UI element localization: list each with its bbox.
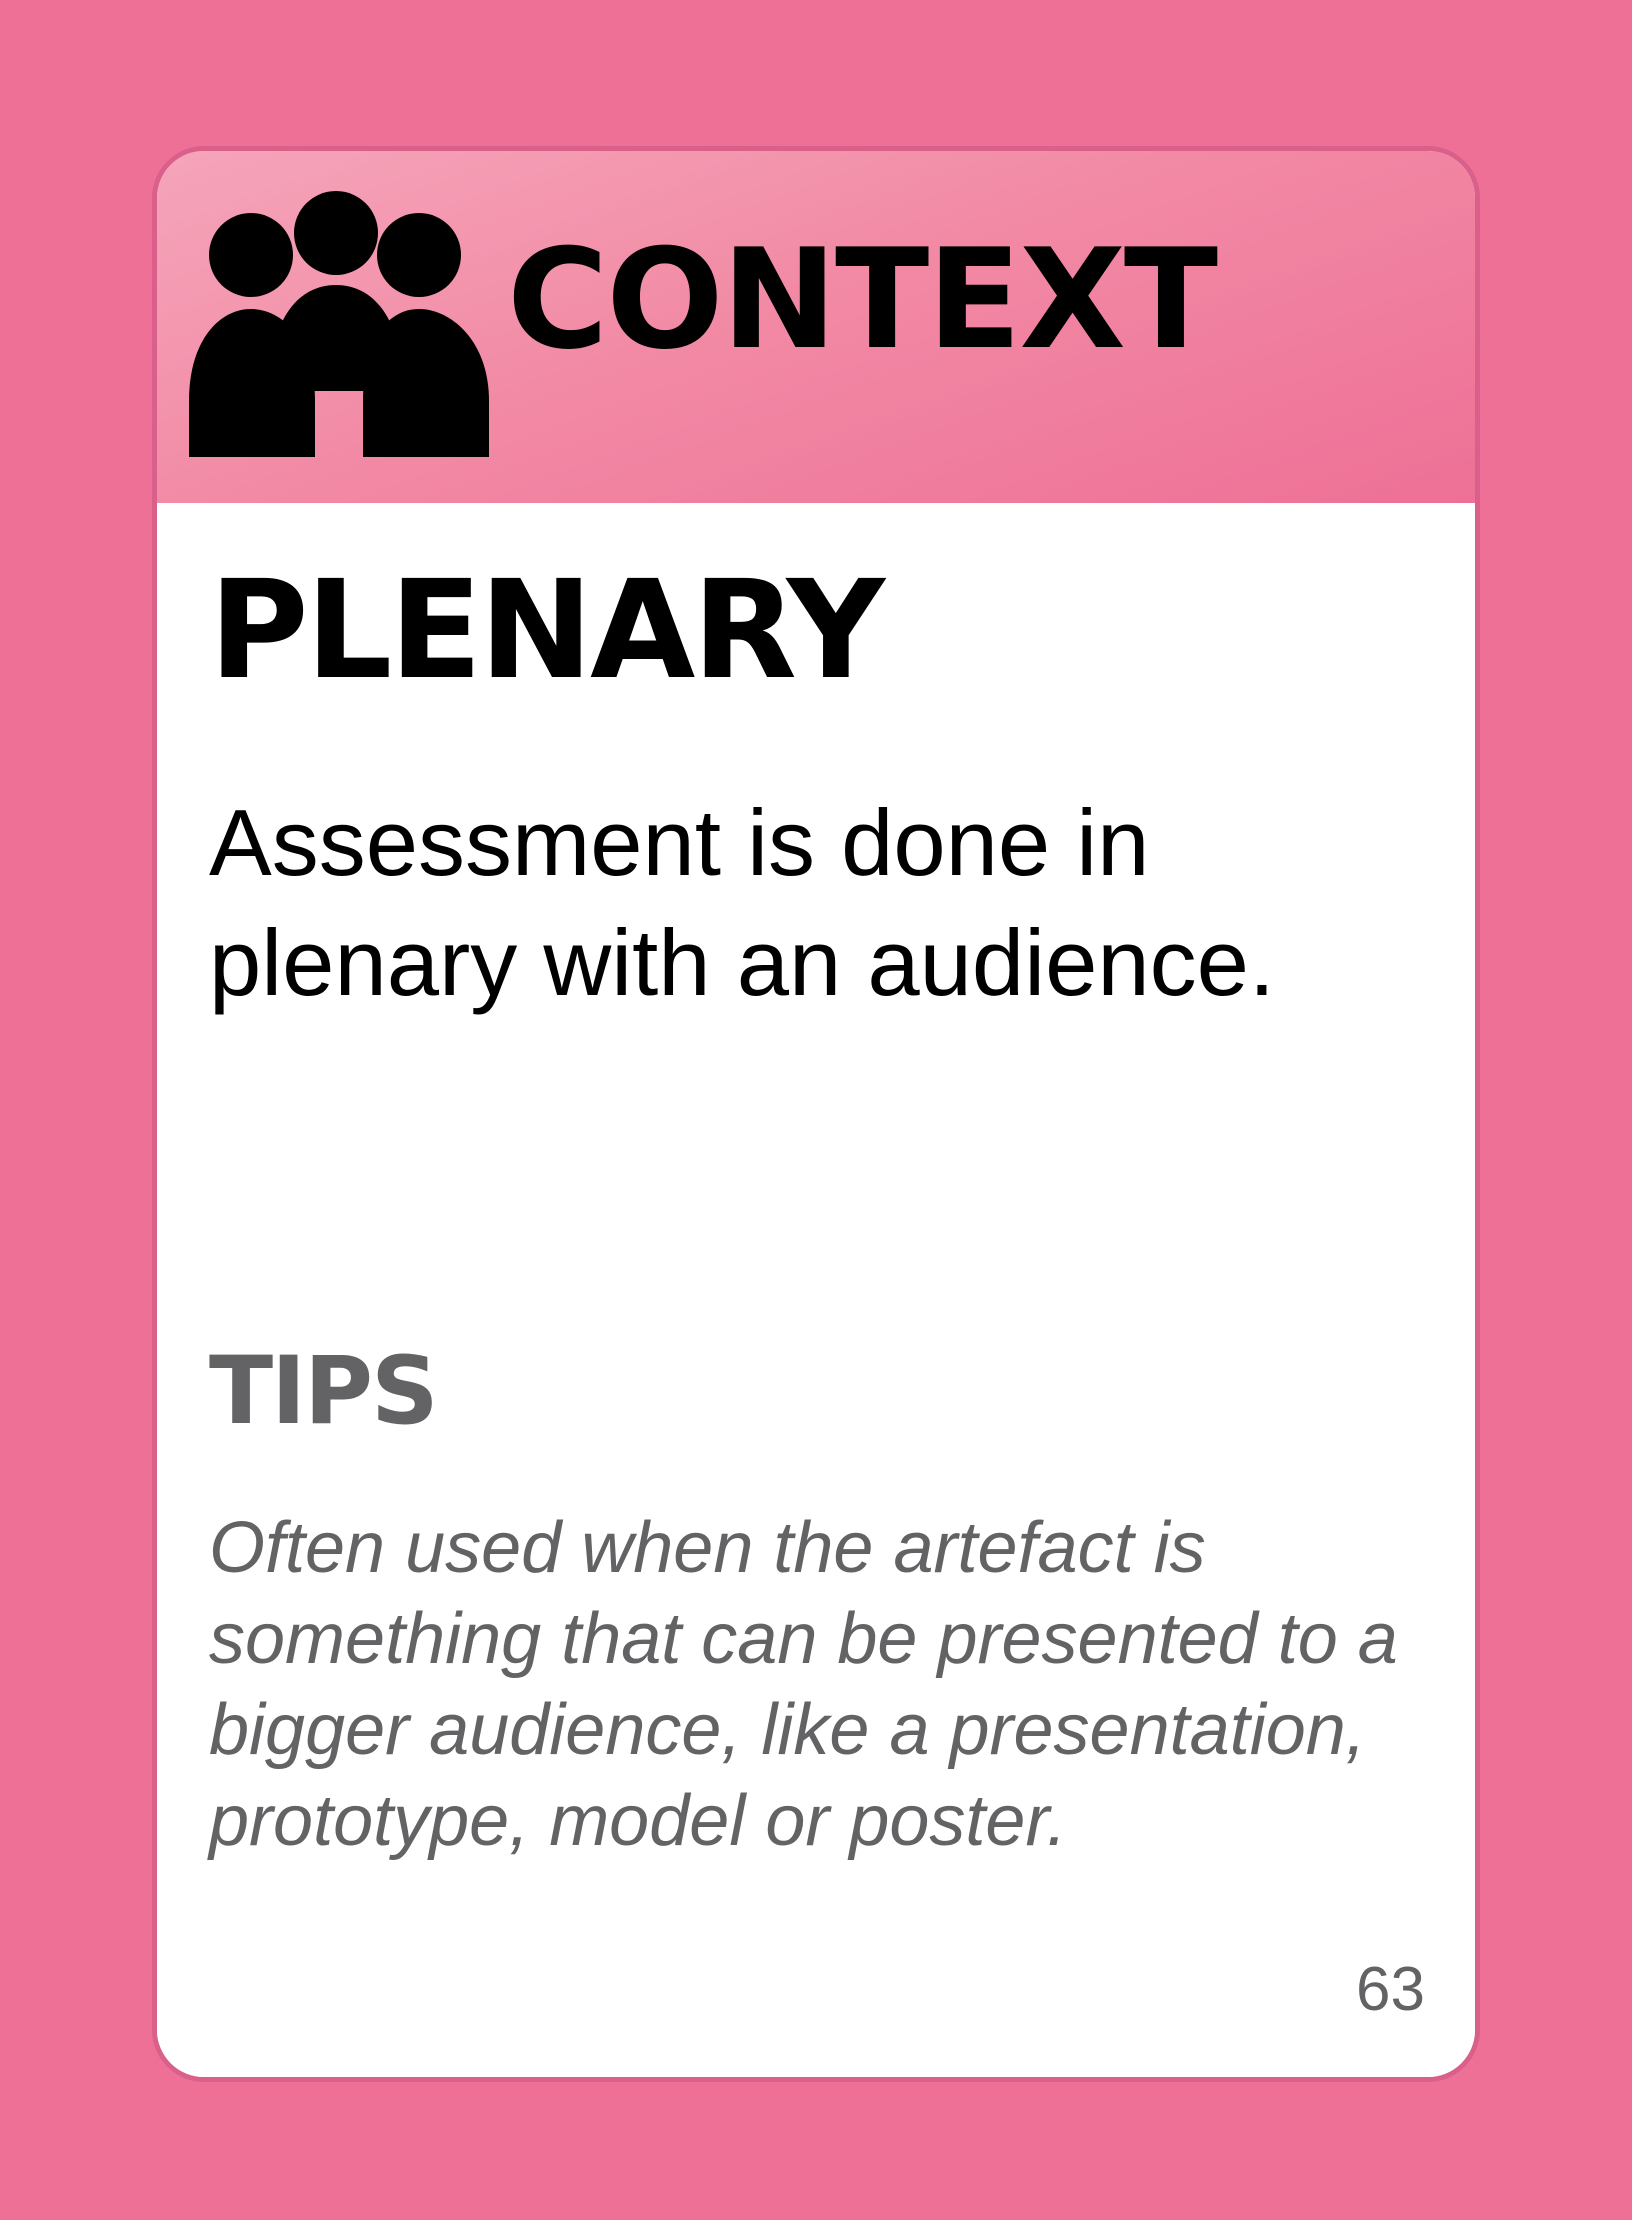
card-body: PLENARY Assessment is done in plenary wi… [157,503,1475,2077]
card-header: CONTEXT [157,151,1475,503]
tips-heading: TIPS [209,1337,439,1446]
category-label: CONTEXT [507,219,1218,380]
card-description: Assessment is done in plenary with an au… [209,790,1276,1015]
people-group-icon [189,191,489,457]
tips-text: Often used when the artefact is somethin… [209,1508,1398,1861]
page-number: 63 [1356,1955,1425,2024]
card: CONTEXT PLENARY Assessment is done in pl… [152,146,1480,2082]
card-title: PLENARY [209,552,885,710]
